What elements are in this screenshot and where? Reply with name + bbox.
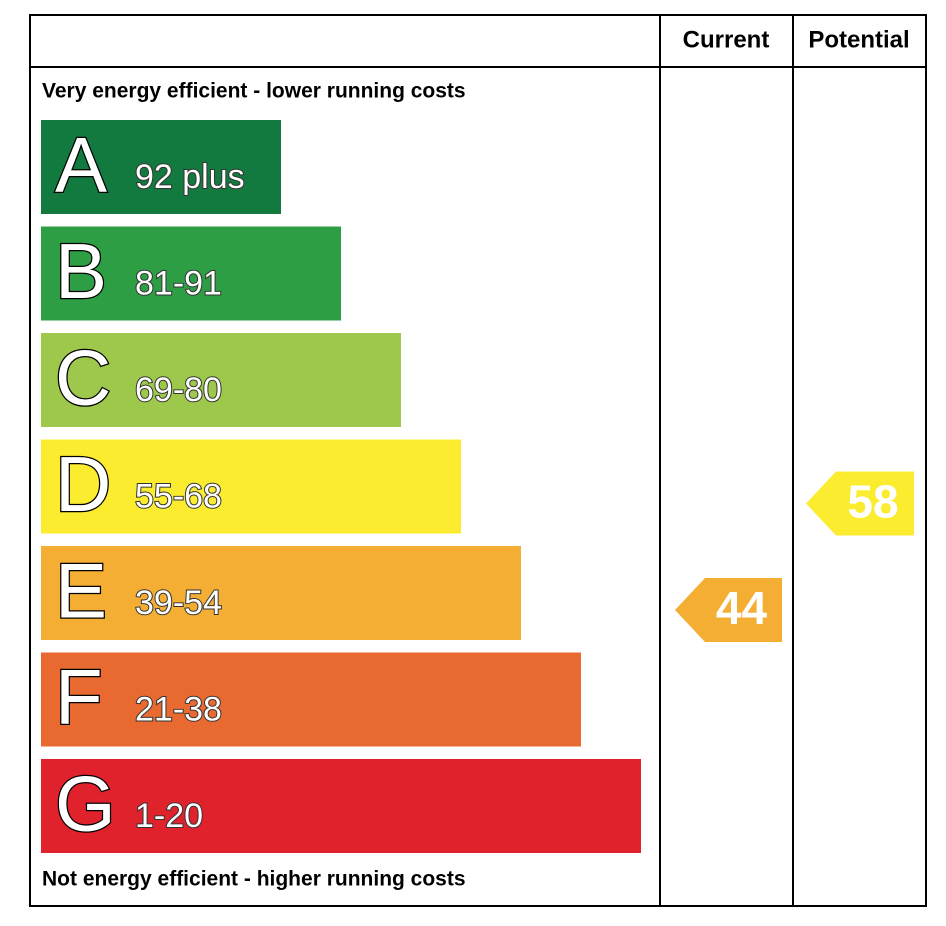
band-letter: A	[55, 121, 107, 209]
band-range: 55-68	[135, 477, 222, 515]
band-letter: D	[55, 440, 111, 528]
band-range: 81-91	[135, 264, 222, 302]
band-range: 39-54	[135, 584, 222, 622]
band-bar	[41, 439, 461, 534]
band-range: 21-38	[135, 690, 222, 728]
band-range: 1-20	[135, 797, 203, 835]
band-bar	[41, 226, 341, 321]
band-range: 92 plus	[135, 158, 245, 196]
rating-arrow	[806, 471, 914, 536]
band-letter: E	[55, 547, 107, 635]
band-letter: F	[55, 653, 103, 741]
band-range: 69-80	[135, 371, 222, 409]
rating-value: 58	[847, 476, 898, 528]
band-bar	[41, 652, 581, 747]
frame	[29, 14, 927, 907]
top-label: Very energy efficient - lower running co…	[42, 80, 466, 103]
band-bar	[41, 759, 641, 853]
column-header: Potential	[808, 26, 909, 53]
band-letter: C	[55, 334, 111, 422]
band-letter: B	[55, 227, 107, 315]
band-bar	[41, 120, 281, 214]
column-header: Current	[683, 26, 770, 53]
band-bar	[41, 333, 401, 427]
rating-arrow	[675, 578, 782, 642]
band-letter: G	[55, 760, 116, 848]
band-bar	[41, 546, 521, 640]
bottom-label: Not energy efficient - higher running co…	[42, 868, 466, 891]
rating-value: 44	[716, 582, 768, 634]
